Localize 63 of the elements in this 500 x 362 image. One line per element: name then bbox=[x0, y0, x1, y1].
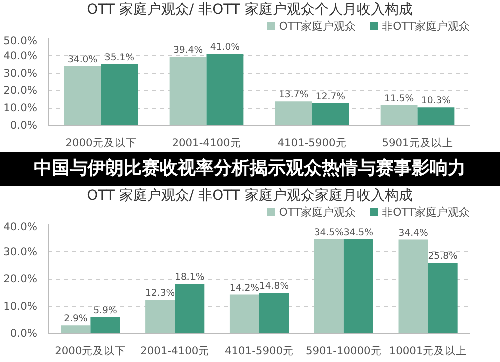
y-tick-label: 40.0% bbox=[4, 220, 38, 234]
bar bbox=[170, 56, 207, 126]
legend-label: 非OTT家庭户观众 bbox=[381, 206, 470, 219]
y-tick-label: 20.0% bbox=[4, 84, 38, 98]
chart-title: OTT 家庭户观众/ 非OTT 家庭户观众个人月收入构成 bbox=[87, 1, 413, 20]
bar bbox=[230, 294, 260, 334]
y-tick-label: 0.0% bbox=[10, 327, 38, 340]
data-label: 5.9% bbox=[94, 305, 118, 316]
text: 中国与伊朗比赛收视率分析揭示观众热情与赛事影响力 bbox=[34, 157, 466, 181]
bar bbox=[101, 64, 138, 126]
data-label: 12.7% bbox=[316, 91, 346, 102]
bar bbox=[398, 240, 428, 334]
x-tick-label: 2001-4100元 bbox=[172, 136, 242, 150]
data-label: 41.0% bbox=[210, 42, 240, 54]
data-label: 14.2% bbox=[230, 282, 260, 294]
x-tick-label: 5901元及以上 bbox=[382, 136, 454, 150]
y-tick-label: 0.0% bbox=[10, 119, 38, 132]
x-tick-label: 2000元及以下 bbox=[66, 136, 137, 150]
data-label: 11.5% bbox=[384, 93, 414, 104]
data-label: 14.8% bbox=[259, 281, 290, 292]
legend-label: OTT家庭户观众 bbox=[278, 20, 356, 33]
data-label: 39.4% bbox=[173, 44, 204, 56]
bar bbox=[64, 66, 102, 126]
x-tick-label: 4101-5900元 bbox=[278, 136, 347, 150]
x-tick-label: 2001-4100元 bbox=[140, 344, 210, 358]
legend-label: 非OTT家庭户观众 bbox=[381, 20, 470, 33]
y-tick-label: 50.0% bbox=[4, 34, 38, 48]
x-tick-label: 5901-10000元 bbox=[306, 344, 382, 358]
y-tick-label: 10.0% bbox=[4, 102, 38, 115]
bar bbox=[312, 103, 350, 126]
bar bbox=[418, 108, 455, 126]
y-tick-label: 20.0% bbox=[4, 272, 38, 286]
y-tick-label: 30.0% bbox=[4, 245, 38, 258]
data-label: 13.7% bbox=[278, 90, 309, 101]
bar bbox=[380, 105, 418, 126]
x-tick-label: 4101-5900元 bbox=[224, 344, 294, 358]
bar bbox=[260, 293, 290, 334]
data-label: 12.3% bbox=[146, 288, 176, 299]
bar bbox=[275, 102, 312, 126]
data-label: 25.8% bbox=[428, 251, 458, 262]
chart-title: OTT 家庭户观众/ 非OTT 家庭户观众家庭月收入构成 bbox=[87, 187, 413, 206]
y-tick-label: 10.0% bbox=[4, 300, 38, 313]
data-label: 34.5% bbox=[344, 227, 374, 238]
bar bbox=[314, 239, 344, 334]
bar bbox=[175, 284, 205, 334]
bar bbox=[61, 326, 91, 334]
data-label: 34.5% bbox=[314, 227, 344, 238]
legend-label: OTT家庭户观众 bbox=[278, 206, 356, 219]
data-label: 34.0% bbox=[68, 54, 98, 66]
data-label: 34.4% bbox=[398, 228, 428, 239]
data-label: 35.1% bbox=[104, 52, 135, 64]
bar bbox=[90, 317, 120, 334]
bar bbox=[206, 54, 244, 126]
y-tick-label: 40.0% bbox=[4, 49, 38, 62]
x-tick-label: 10001元及以上 bbox=[389, 344, 468, 358]
data-label: 2.9% bbox=[64, 314, 88, 325]
data-label: 10.3% bbox=[421, 96, 452, 107]
data-label: 18.1% bbox=[175, 272, 205, 284]
y-tick-label: 30.0% bbox=[4, 66, 38, 80]
bar bbox=[146, 300, 176, 334]
bar bbox=[428, 263, 458, 334]
x-tick-label: 2000元及以下 bbox=[55, 344, 126, 358]
bar bbox=[344, 239, 374, 334]
